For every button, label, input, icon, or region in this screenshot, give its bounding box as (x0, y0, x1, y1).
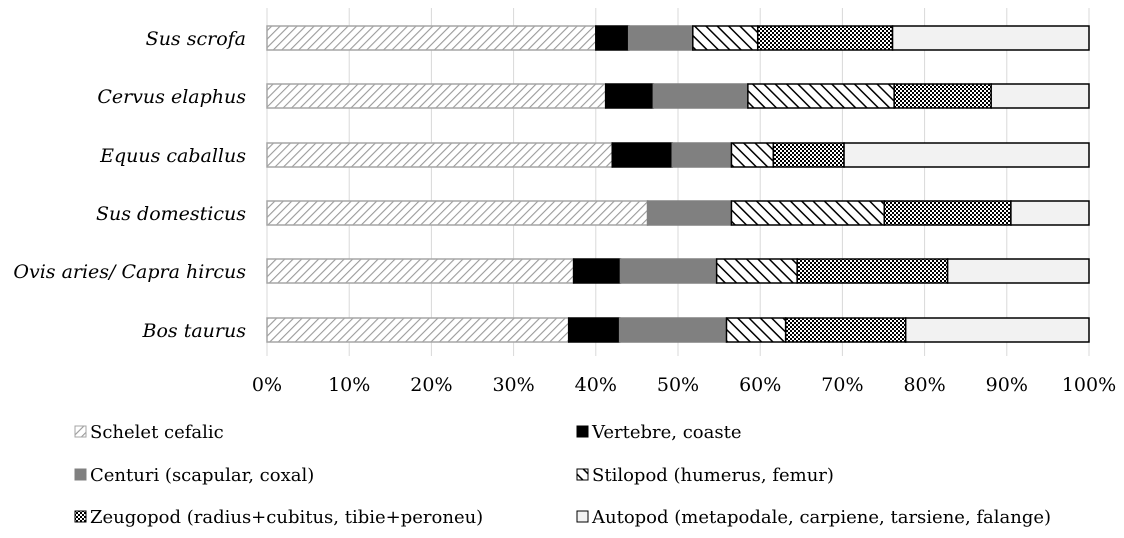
bar-segment (891, 25, 1090, 51)
bar-segment (266, 200, 649, 226)
x-tick-label: 80% (903, 374, 945, 396)
bar-segment (893, 83, 992, 109)
x-tick-labels: 0% 10% 20% 30% 40% 50% 60% 70% 80% 90% 100% (252, 374, 1116, 396)
bar-segment (772, 142, 845, 168)
legend-swatch (74, 510, 87, 523)
legend-swatch (576, 425, 589, 438)
category-label: Sus domesticus (96, 203, 246, 225)
bar-segment (796, 258, 949, 284)
bar-segment (618, 317, 728, 343)
bar-segment (843, 142, 1090, 168)
bar-segment (784, 317, 907, 343)
bar-segment (715, 258, 798, 284)
legend-label: Centuri (scapular, coxal) (90, 465, 314, 486)
legend-label: Autopod (metapodale, carpiene, tarsiene,… (591, 507, 1051, 528)
legend-swatch (576, 510, 589, 523)
bar-segment (627, 25, 694, 51)
x-tick-label: 20% (410, 374, 452, 396)
x-tick-label: 70% (821, 374, 863, 396)
category-label: Cervus elaphus (97, 86, 246, 108)
legend-label: Zeugopod (radius+cubitus, tibie+peroneu) (90, 507, 483, 528)
bar-segment (747, 83, 895, 109)
bar-segment (725, 317, 787, 343)
legend-swatch (74, 425, 87, 438)
legend: Schelet cefalic Vertebre, coaste Centuri (… (74, 422, 1051, 528)
bar-segment (946, 258, 1090, 284)
category-labels: Sus scrofa Cervus elaphus Equus caballus Su… (13, 28, 246, 342)
bar-segment (692, 25, 759, 51)
category-label: Sus scrofa (146, 28, 246, 50)
legend-label: Schelet cefalic (90, 422, 224, 443)
bar-segment (756, 25, 894, 51)
x-tick-label: 90% (986, 374, 1028, 396)
bar-segment (730, 200, 886, 226)
bars (266, 25, 1090, 343)
bar-segment (266, 142, 613, 168)
x-tick-label: 30% (492, 374, 534, 396)
bar-segment (266, 25, 597, 51)
category-label: Bos taurus (142, 320, 247, 342)
bar-segment (883, 200, 1012, 226)
x-tick-label: 0% (252, 374, 282, 396)
bar-segment (266, 317, 570, 343)
x-tick-label: 10% (328, 374, 370, 396)
bar-segment (604, 83, 655, 109)
gridlines (266, 8, 1090, 356)
bar-segment (671, 142, 733, 168)
bar-segment (904, 317, 1090, 343)
bar-segment (266, 83, 607, 109)
x-tick-label: 60% (739, 374, 781, 396)
bar-segment (266, 258, 575, 284)
x-tick-label: 50% (657, 374, 699, 396)
category-label: Ovis aries/ Capra hircus (13, 261, 246, 283)
x-tick-label: 100% (1062, 374, 1116, 396)
legend-swatch (74, 468, 87, 481)
bar-segment (619, 258, 718, 284)
bar-segment (1010, 200, 1090, 226)
legend-swatch (576, 468, 589, 481)
bar-segment (990, 83, 1090, 109)
bar-segment (572, 258, 622, 284)
x-tick-label: 40% (575, 374, 617, 396)
legend-label: Stilopod (humerus, femur) (592, 465, 834, 486)
bar-segment (730, 142, 775, 168)
bar-segment (646, 200, 733, 226)
bar-segment (567, 317, 621, 343)
legend-label: Vertebre, coaste (591, 422, 741, 443)
bar-segment (611, 142, 673, 168)
bar-segment (652, 83, 749, 109)
bar-segment (595, 25, 630, 51)
category-label: Equus caballus (99, 145, 246, 167)
